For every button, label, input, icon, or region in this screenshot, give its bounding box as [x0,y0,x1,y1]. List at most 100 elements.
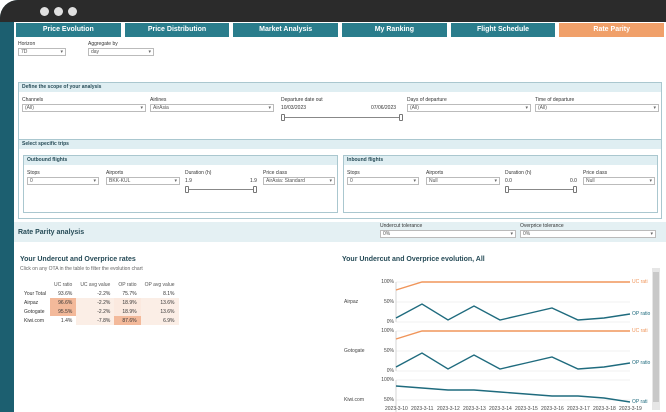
slider-handle-end[interactable] [399,114,403,121]
table-cell-op-avg: 13.6% [140,307,179,316]
channels-select[interactable]: (All) ▾ [22,104,146,112]
series-label-uc: UC rati [632,279,648,285]
scrollbar-thumb[interactable] [653,272,659,402]
trips-section: Select specific trips Outbound flights S… [18,139,662,219]
horizon-label: Horizon [18,41,36,47]
slider-handle-start[interactable] [505,186,509,193]
table-cell-name[interactable]: Kiwi.com [24,317,45,324]
x-tick-label: 2023-3-15 [515,406,538,412]
inbound-panel: Inbound flights Stops 0 ▾ Airports Null ▾ … [343,155,658,213]
x-tick-label: 2023-3-16 [541,406,564,412]
panel-label: Kiwi.com [344,397,365,403]
inbound-price-class-select[interactable]: Null ▾ [583,177,655,185]
y-tick-label: 50% [383,299,394,305]
outbound-duration-min: 1.9 [185,178,192,184]
outbound-price-class-select[interactable]: AirAsia: Standard ▾ [263,177,335,185]
outbound-airports-select[interactable]: BKK-KUL ▾ [106,177,180,185]
panel-label: Airpaz [344,299,359,305]
tab-market-analysis[interactable]: Market Analysis [233,23,339,37]
chevron-down-icon: ▾ [494,178,497,184]
inbound-duration-max: 0.0 [570,178,577,184]
time-select[interactable]: (All) ▾ [535,104,659,112]
chevron-down-icon: ▾ [510,231,513,237]
channels-label: Channels [22,97,44,103]
table-cell-uc-ratio: 93.6% [58,290,73,297]
horizon-select[interactable]: 7D ▾ [18,48,66,56]
tab-flight-schedule[interactable]: Flight Schedule [450,23,556,37]
tab-my-ranking[interactable]: My Ranking [342,23,447,37]
overprice-tolerance-label: Overprice tolerance [520,223,564,229]
table-row[interactable]: Airpaz 96.6% -2.2% 18.9% 13.6% [20,298,179,307]
y-tick-label: 100% [381,279,394,285]
x-tick-label: 2023-3-12 [437,406,460,412]
series-line-op-kiwi-com [395,385,631,403]
outbound-stops-select[interactable]: 0 ▾ [27,177,99,185]
dashboard: Price Evolution Price Distribution Market … [14,22,666,412]
table-cell-uc-avg: -2.2% [76,298,115,307]
series-label-op: OP rati [632,399,648,405]
departure-date-slider[interactable] [281,114,403,121]
overprice-tolerance-select[interactable]: 0% ▾ [520,230,656,238]
table-cell-op-avg: 8.1% [163,290,175,297]
undercut-tolerance-select[interactable]: 0% ▾ [380,230,516,238]
days-label: Days of departure [407,97,447,103]
outbound-duration-slider[interactable] [185,186,257,193]
table-cell-op-avg: 6.9% [140,316,179,325]
x-tick-label: 2023-3-10 [385,406,408,412]
chevron-down-icon: ▾ [653,105,656,111]
undercut-tolerance-label: Undercut tolerance [380,223,423,229]
table-cell-name[interactable]: Airpaz [24,299,39,306]
chevron-down-icon: ▾ [650,231,653,237]
slider-handle-end[interactable] [573,186,577,193]
table-cell-op-ratio: 18.9% [114,307,141,316]
rates-table: UC ratio UC avg value OP ratio OP avg value… [20,280,179,325]
table-cell-op-ratio: 87.6% [114,316,141,325]
inbound-duration-slider[interactable] [505,186,577,193]
slider-handle-start[interactable] [185,186,189,193]
table-row[interactable]: Gotogate 95.5% -2.2% 18.9% 13.6% [20,307,179,316]
inbound-airports-label: Airports [426,170,444,176]
aggregate-label: Aggregate by [88,41,118,47]
table-cell-uc-ratio: 1.4% [49,316,77,325]
chevron-down-icon: ▾ [329,178,332,184]
y-tick-label: 50% [383,348,394,354]
y-tick-label: 50% [383,397,394,403]
table-row[interactable]: Kiwi.com 1.4% -7.8% 87.6% 6.9% [20,316,179,325]
window-dot-2[interactable] [54,7,63,16]
chevron-down-icon: ▾ [60,49,63,55]
inbound-airports-select[interactable]: Null ▾ [426,177,500,185]
chart-scrollbar[interactable] [652,268,660,410]
inbound-stops-select[interactable]: 0 ▾ [347,177,419,185]
window-dot-3[interactable] [68,7,77,16]
chevron-down-icon: ▾ [413,178,416,184]
outbound-duration-label: Duration (h) [185,170,212,176]
table-cell-uc-avg: -2.2% [97,290,111,297]
table-cell-uc-ratio: 95.5% [49,307,77,316]
trips-title: Select specific trips [19,140,661,149]
tab-rate-parity[interactable]: Rate Parity [559,23,665,37]
tab-price-distribution[interactable]: Price Distribution [124,23,230,37]
chevron-down-icon: ▾ [140,105,143,111]
rate-parity-header: Rate Parity analysis Undercut tolerance … [14,222,666,242]
table-row[interactable]: Your Total 93.6% -2.2% 75.7% 8.1% [20,289,179,298]
window-dot-1[interactable] [40,7,49,16]
aggregate-select[interactable]: day ▾ [88,48,154,56]
chevron-down-icon: ▾ [174,178,177,184]
slider-handle-start[interactable] [281,114,285,121]
column-header: OP avg value [144,281,175,288]
table-cell-uc-avg: -7.8% [76,316,115,325]
slider-handle-end[interactable] [253,186,257,193]
inbound-price-class-label: Price class [583,170,608,176]
days-select[interactable]: (All) ▾ [407,104,531,112]
outbound-airports-label: Airports [106,170,124,176]
table-cell-op-avg: 13.6% [140,298,179,307]
table-cell-op-ratio: 18.9% [114,298,141,307]
evolution-chart [395,281,631,412]
tab-price-evolution[interactable]: Price Evolution [16,23,121,37]
table-cell-op-ratio: 75.7% [122,290,137,297]
chevron-down-icon: ▾ [525,105,528,111]
airlines-select[interactable]: AirAsia ▾ [150,104,274,112]
table-cell-name[interactable]: Gotogate [24,308,45,315]
table-cell-name[interactable]: Your Total [24,290,46,297]
departure-date-label: Departure date out [281,97,323,103]
